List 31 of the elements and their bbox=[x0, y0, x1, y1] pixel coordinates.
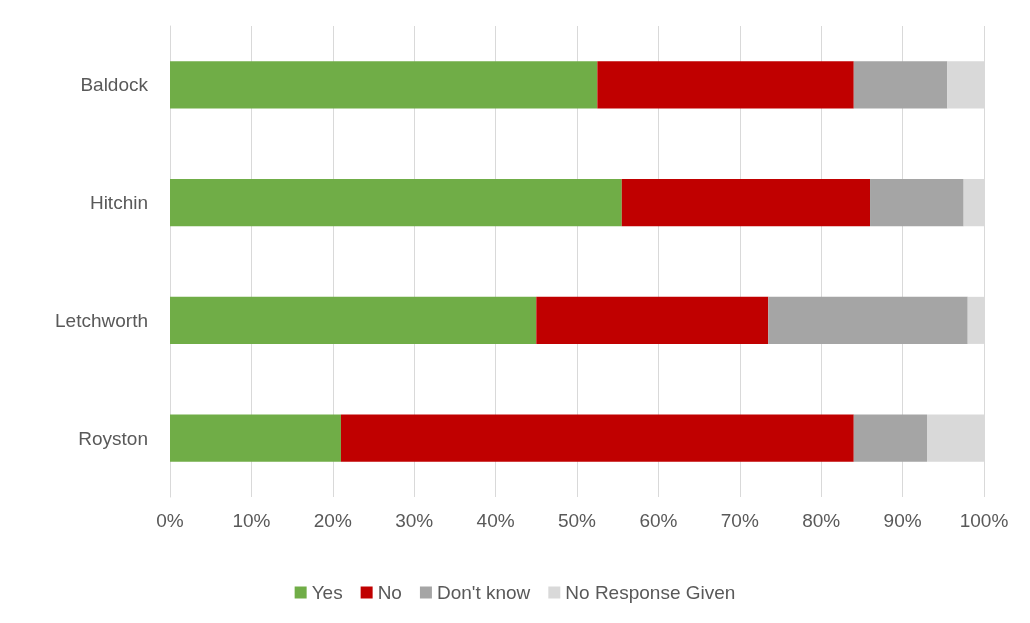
x-tick-label: 50% bbox=[557, 510, 597, 531]
bar bbox=[621, 179, 871, 227]
x-tick-label: 20% bbox=[313, 510, 352, 531]
x-tick-label: 80% bbox=[802, 510, 841, 531]
bar bbox=[853, 61, 948, 109]
bar bbox=[853, 414, 928, 462]
bar bbox=[170, 414, 341, 462]
x-tick-label: 100% bbox=[959, 510, 1009, 531]
bar bbox=[170, 61, 598, 109]
legend-label: Don't know bbox=[436, 582, 531, 603]
bar bbox=[170, 179, 622, 227]
bar bbox=[170, 296, 537, 344]
x-tick-label: 70% bbox=[720, 510, 759, 531]
legend-label: No Response Given bbox=[565, 582, 736, 603]
x-tick-label: 10% bbox=[232, 510, 271, 531]
x-tick-label: 60% bbox=[639, 510, 678, 531]
legend-label: Yes bbox=[311, 582, 343, 603]
x-tick-label: 30% bbox=[395, 510, 434, 531]
bar bbox=[768, 296, 968, 344]
bar bbox=[536, 296, 769, 344]
x-tick-label: 0% bbox=[156, 510, 184, 531]
legend-label: No bbox=[377, 582, 402, 603]
y-tick-label: Baldock bbox=[80, 74, 149, 96]
y-tick-label: Letchworth bbox=[55, 309, 148, 331]
x-tick-label: 90% bbox=[883, 510, 922, 531]
y-tick-label: Hitchin bbox=[89, 192, 148, 214]
bar bbox=[340, 414, 854, 462]
y-tick-label: Royston bbox=[78, 427, 148, 449]
bar bbox=[597, 61, 854, 109]
bar bbox=[870, 179, 964, 227]
x-tick-label: 40% bbox=[476, 510, 515, 531]
